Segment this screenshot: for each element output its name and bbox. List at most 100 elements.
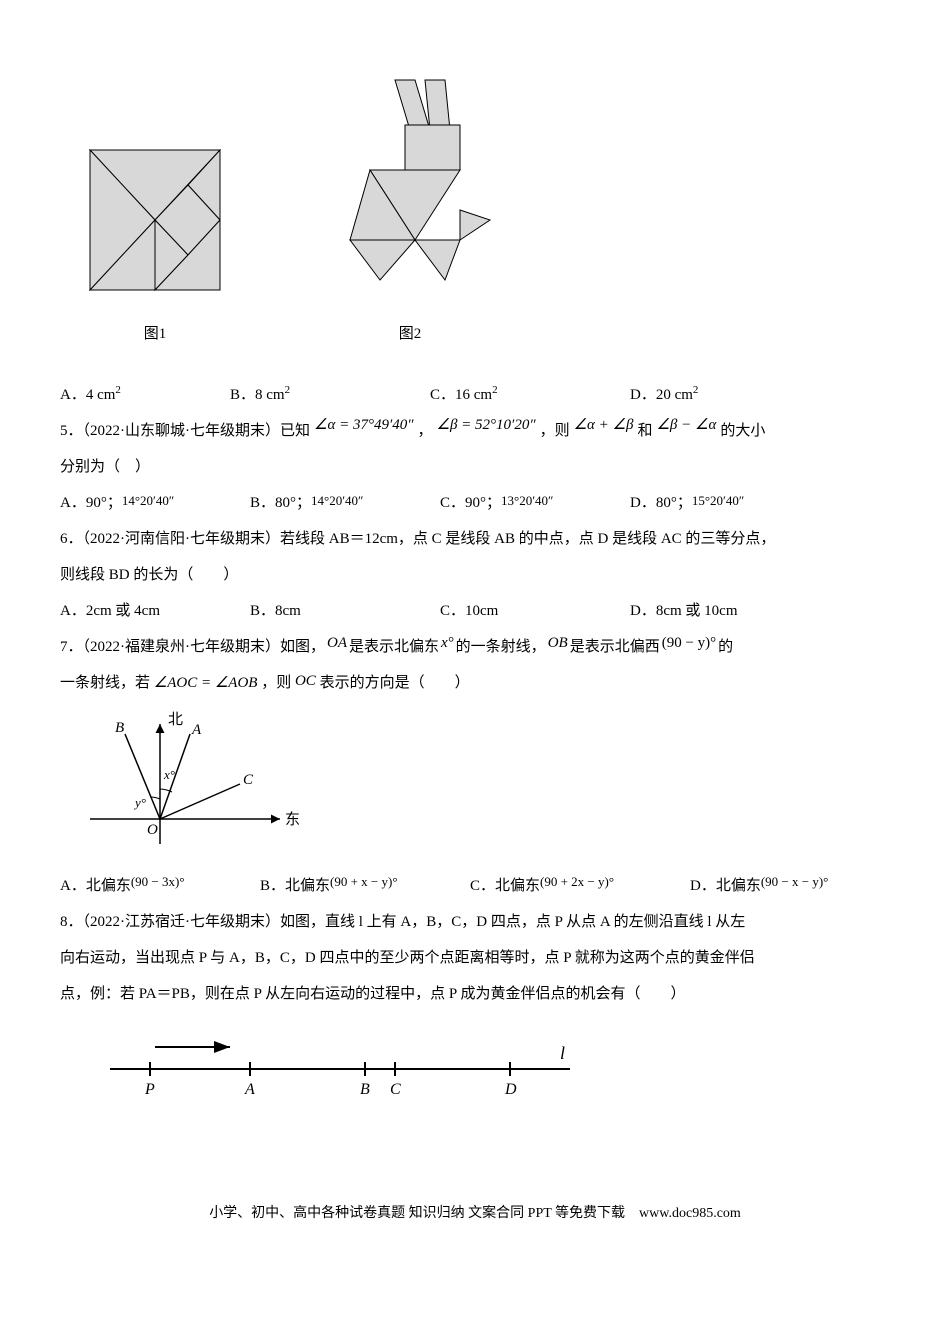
figure-1: 图1 — [80, 140, 230, 349]
q6-options: A．2cm 或 4cm B．8cm C．10cm D．8cm 或 10cm — [60, 596, 890, 626]
t: ，则 — [261, 675, 291, 691]
t: 一条射线，若 — [60, 675, 150, 691]
q6-opt-d: D．8cm 或 10cm — [630, 596, 737, 626]
t: B．北偏东 — [260, 878, 330, 894]
t: C．90°； — [440, 495, 501, 511]
d-label: D — [504, 1081, 517, 1098]
q8-line2: 向右运动，当出现点 P 与 A，B，C，D 四点中的至少两个点距离相等时，点 P… — [60, 943, 890, 973]
q6-line1: 6．（2022·河南信阳·七年级期末）若线段 AB＝12cm，点 C 是线段 A… — [60, 524, 890, 554]
q4-opt-d-text: D．20 cm — [630, 387, 693, 403]
q6-opt-b: B．8cm — [250, 596, 440, 626]
q7-diagram: 北 东 B A C O x° y° — [80, 704, 890, 865]
q6-opt-a: A．2cm 或 4cm — [60, 596, 250, 626]
q4-opt-c-text: C．16 cm — [430, 387, 492, 403]
q6-line2: 则线段 BD 的长为（ ） — [60, 560, 890, 590]
t: (90 + x − y)° — [330, 874, 398, 889]
figure-row: 图1 图2 — [80, 70, 890, 349]
page-footer: 小学、初中、高中各种试卷真题 知识归纳 文案合同 PPT 等免费下载 www.d… — [60, 1200, 890, 1228]
figure-2: 图2 — [310, 70, 510, 349]
t: A．北偏东 — [60, 878, 131, 894]
q7-opt-b: B．北偏东(90 + x − y)° — [260, 871, 470, 901]
q7-line1: 7．（2022·福建泉州·七年级期末）如图， OA 是表示北偏东 x° 的一条射… — [60, 632, 890, 662]
o-label: O — [147, 822, 158, 838]
sup: 2 — [693, 384, 699, 396]
q7-opt-c: C．北偏东(90 + 2x − y)° — [470, 871, 690, 901]
t: A．90°； — [60, 495, 122, 511]
t: (90 − 3x)° — [131, 874, 185, 889]
sup: 2 — [285, 384, 291, 396]
q4-opt-c: C．16 cm2 — [430, 379, 630, 410]
t: ∠AOC = ∠AOB — [154, 675, 258, 691]
p-label: P — [144, 1081, 155, 1098]
t: 表示的方向是（ ） — [320, 675, 470, 691]
q5-opt-b: B．80°；14°20′40″ — [250, 488, 440, 518]
t: 的一条射线， — [456, 632, 546, 662]
t: 是表示北偏西 — [570, 632, 660, 662]
north-label: 北 — [168, 711, 183, 728]
a-label: A — [244, 1081, 255, 1098]
q5-line2: 分别为（ ） — [60, 452, 890, 482]
c-label: C — [243, 772, 254, 788]
t: (90 − x − y)° — [761, 874, 829, 889]
sup: 2 — [115, 384, 121, 396]
q8-line1: 8．（2022·江苏宿迁·七年级期末）如图，直线 l 上有 A，B，C，D 四点… — [60, 907, 890, 937]
q5-suffix: 的大小 — [720, 416, 765, 446]
c-label: C — [390, 1081, 401, 1098]
tangram-svg — [80, 140, 230, 300]
q8-line3: 点，例：若 PA＝PB，则在点 P 从左向右运动的过程中，点 P 成为黄金伴侣点… — [60, 979, 890, 1009]
t: 13°20′40″ — [501, 493, 553, 508]
l-label: l — [560, 1043, 565, 1063]
q7-opt-a: A．北偏东(90 − 3x)° — [60, 871, 260, 901]
t: 的 — [718, 632, 733, 662]
t: 7．（2022·福建泉州·七年级期末）如图， — [60, 632, 325, 662]
q4-opt-b-text: B．8 cm — [230, 387, 285, 403]
q5-prefix: 5．（2022·山东聊城·七年级期末）已知 — [60, 416, 310, 446]
t: (90 + 2x − y)° — [540, 874, 614, 889]
t: 14°20′40″ — [311, 493, 363, 508]
figure-2-label: 图2 — [310, 319, 510, 349]
t: 是表示北偏东 — [349, 632, 439, 662]
q5-opt-d: D．80°；15°20′40″ — [630, 488, 744, 518]
t: D．北偏东 — [690, 878, 761, 894]
q4-opt-b: B．8 cm2 — [230, 379, 430, 410]
figure-1-label: 图1 — [80, 319, 230, 349]
q5-comma1: ， — [417, 416, 432, 446]
q5-line1: 5．（2022·山东聊城·七年级期末）已知 ∠α = 37°49′40″ ， ∠… — [60, 416, 890, 446]
q8-diagram: P A B C D l — [100, 1029, 890, 1120]
y-label: y° — [133, 795, 146, 810]
east-label: 东 — [285, 811, 300, 828]
q7-opt-d: D．北偏东(90 − x − y)° — [690, 871, 828, 901]
q4-opt-a: A．4 cm2 — [60, 379, 230, 410]
q4-opt-d: D．20 cm2 — [630, 379, 698, 410]
b-label: B — [115, 720, 124, 736]
t: 14°20′40″ — [122, 493, 174, 508]
t: C．北偏东 — [470, 878, 540, 894]
q5-opt-a: A．90°；14°20′40″ — [60, 488, 250, 518]
a-label: A — [191, 722, 202, 738]
q5-diff: ∠β − ∠α — [652, 410, 720, 440]
q4-opt-a-text: A．4 cm — [60, 387, 115, 403]
sup: 2 — [492, 384, 498, 396]
q5-he: 和 — [637, 416, 652, 446]
t: OB — [546, 628, 570, 658]
q5-opt-c: C．90°；13°20′40″ — [440, 488, 630, 518]
q5-ze: ，则 — [540, 416, 570, 446]
t: B．80°； — [250, 495, 311, 511]
q4-options: A．4 cm2 B．8 cm2 C．16 cm2 D．20 cm2 — [60, 379, 890, 410]
t: 15°20′40″ — [692, 493, 744, 508]
q7-line2: 一条射线，若 ∠AOC = ∠AOB ，则 OC 表示的方向是（ ） — [60, 668, 890, 698]
t: OA — [325, 628, 349, 658]
t: OC — [295, 673, 316, 689]
q7-options: A．北偏东(90 − 3x)° B．北偏东(90 + x − y)° C．北偏东… — [60, 871, 890, 901]
x-label: x° — [163, 767, 175, 782]
t: (90 − y)° — [660, 628, 718, 658]
rabbit-svg — [310, 70, 510, 300]
b-label: B — [360, 1081, 370, 1098]
q5-options: A．90°；14°20′40″ B．80°；14°20′40″ C．90°；13… — [60, 488, 890, 518]
q6-opt-c: C．10cm — [440, 596, 630, 626]
q5-beta: ∠β = 52°10′20″ — [433, 410, 540, 440]
t: D．80°； — [630, 495, 692, 511]
q5-alpha: ∠α = 37°49′40″ — [310, 410, 417, 440]
q5-sum: ∠α + ∠β — [570, 410, 638, 440]
t: x° — [439, 628, 456, 658]
